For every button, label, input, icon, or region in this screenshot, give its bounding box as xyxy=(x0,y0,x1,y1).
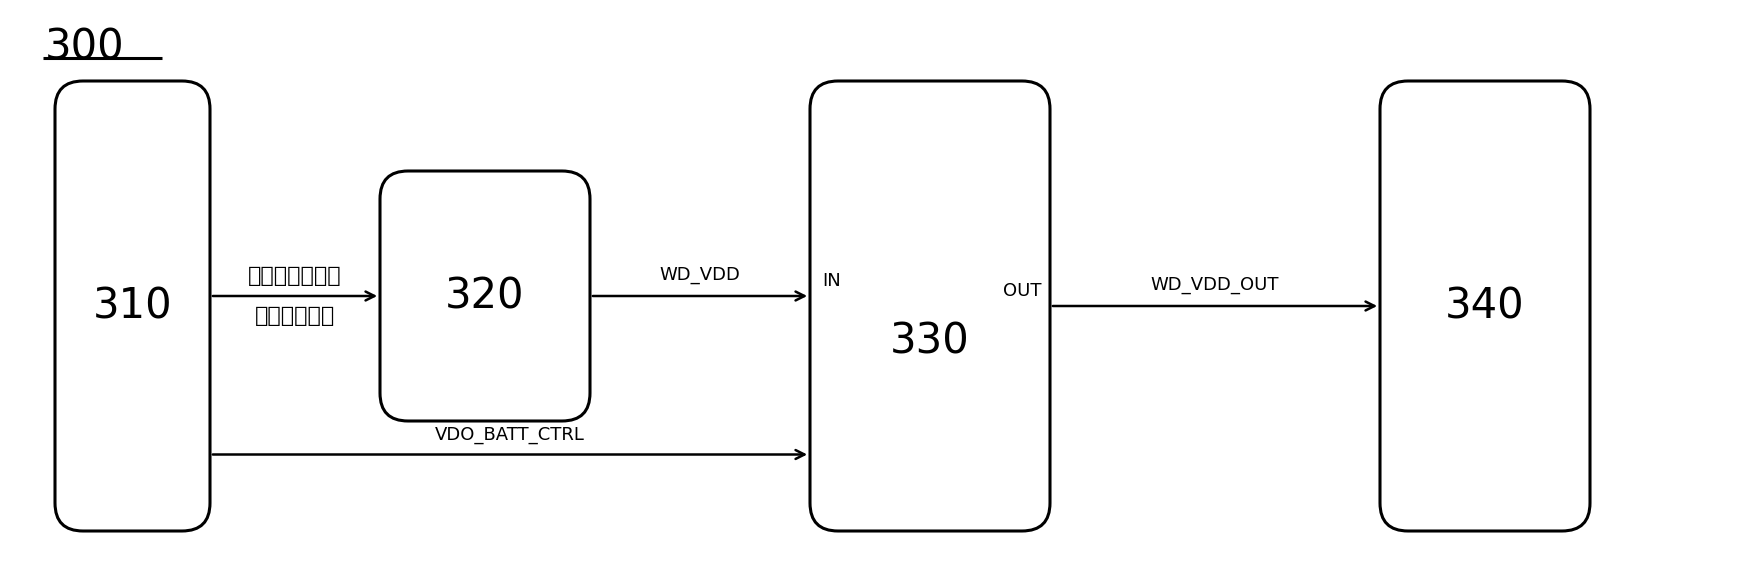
Text: 300: 300 xyxy=(46,26,125,68)
Text: IN: IN xyxy=(822,272,842,290)
Text: 第一喜狗信号或: 第一喜狗信号或 xyxy=(248,266,343,286)
Text: 第二喜狗信号: 第二喜狗信号 xyxy=(255,306,336,326)
Text: WD_VDD_OUT: WD_VDD_OUT xyxy=(1151,276,1279,294)
Text: WD_VDD: WD_VDD xyxy=(659,266,740,284)
Text: 310: 310 xyxy=(93,285,172,327)
Text: 320: 320 xyxy=(445,275,525,317)
Text: VDO_BATT_CTRL: VDO_BATT_CTRL xyxy=(436,427,585,445)
FancyBboxPatch shape xyxy=(1379,81,1590,531)
Text: 340: 340 xyxy=(1446,285,1525,327)
FancyBboxPatch shape xyxy=(380,171,590,421)
FancyBboxPatch shape xyxy=(54,81,211,531)
Text: OUT: OUT xyxy=(1003,282,1042,300)
FancyBboxPatch shape xyxy=(810,81,1051,531)
Text: 330: 330 xyxy=(891,320,970,362)
